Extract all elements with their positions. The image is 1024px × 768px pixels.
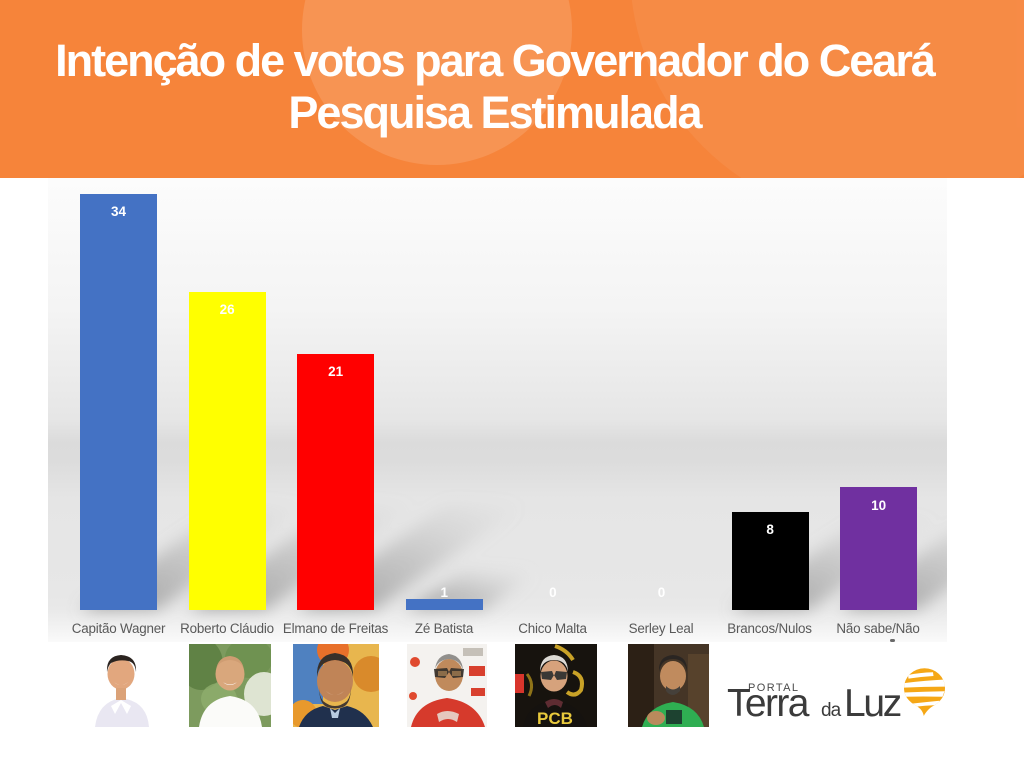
svg-text:da: da <box>821 700 842 721</box>
svg-text:Terra: Terra <box>727 682 810 725</box>
svg-text:PCB: PCB <box>537 709 573 727</box>
svg-text:Luz: Luz <box>844 682 901 725</box>
svg-text:PORTAL: PORTAL <box>748 682 799 694</box>
